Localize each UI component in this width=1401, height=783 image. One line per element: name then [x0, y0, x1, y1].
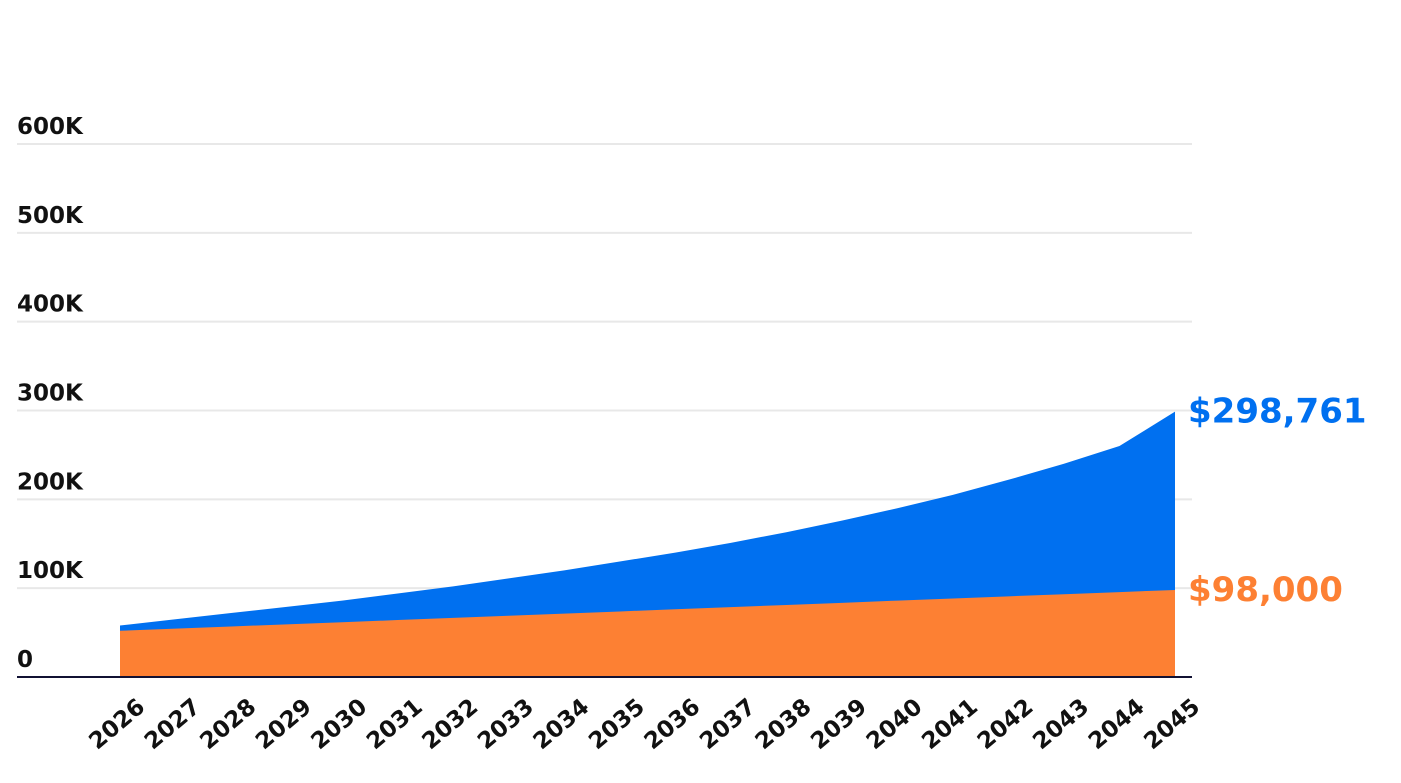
x-tick-label: 2034	[529, 694, 595, 755]
y-axis-tick-labels: 0 100K 200K 300K 400K 500K 600K	[17, 114, 84, 673]
x-tick-label: 2037	[695, 694, 761, 755]
x-tick-label: 2041	[917, 694, 983, 755]
y-tick-label: 500K	[17, 203, 84, 229]
x-tick-label: 2045	[1139, 694, 1205, 755]
x-tick-label: 2029	[251, 694, 317, 755]
series-end-labels: $298,761 $98,000	[1188, 392, 1367, 610]
end-label-total: $298,761	[1188, 392, 1367, 432]
x-tick-label: 2035	[584, 694, 650, 755]
y-tick-label: 400K	[17, 292, 84, 318]
x-tick-label: 2030	[306, 694, 372, 755]
y-tick-label: 0	[17, 647, 33, 673]
y-tick-label: 200K	[17, 469, 84, 495]
x-tick-label: 2040	[862, 694, 928, 755]
x-tick-label: 2028	[195, 694, 261, 755]
x-axis-tick-labels: 2026202720282029203020312032203320342035…	[84, 694, 1205, 755]
x-tick-label: 2027	[140, 694, 206, 755]
end-label-contributions: $98,000	[1188, 570, 1343, 610]
x-tick-label: 2032	[418, 694, 484, 755]
x-tick-label: 2026	[84, 694, 150, 755]
area-series	[120, 411, 1175, 677]
x-tick-label: 2036	[640, 694, 706, 755]
x-tick-label: 2043	[1028, 694, 1094, 755]
x-tick-label: 2039	[806, 694, 872, 755]
x-tick-label: 2038	[751, 694, 817, 755]
x-tick-label: 2044	[1084, 694, 1150, 755]
x-tick-label: 2042	[973, 694, 1039, 755]
y-tick-label: 300K	[17, 381, 84, 407]
area-contributions	[120, 589, 1175, 677]
y-tick-label: 100K	[17, 558, 84, 584]
y-tick-label: 600K	[17, 114, 84, 140]
x-tick-label: 2031	[362, 694, 428, 755]
x-tick-label: 2033	[473, 694, 539, 755]
